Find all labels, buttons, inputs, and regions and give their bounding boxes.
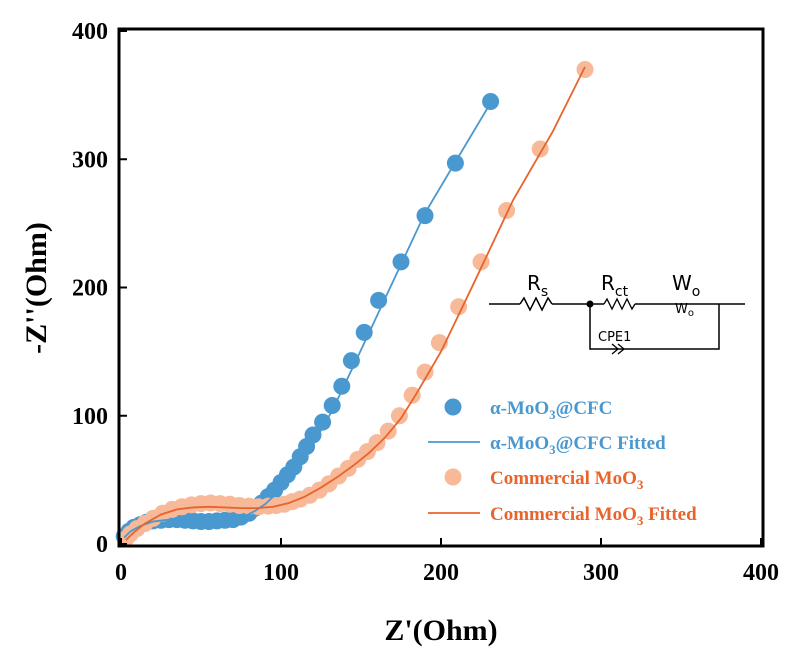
legend-label: α-MoO3@CFC Fitted [490, 433, 666, 457]
data-point [450, 298, 468, 316]
series-layer [115, 60, 594, 548]
data-point [304, 426, 322, 444]
y-tick-label: 400 [72, 19, 108, 45]
data-point [416, 363, 434, 381]
legend-marker [444, 398, 462, 416]
x-axis-title: Z'(Ohm) [384, 614, 497, 647]
y-tick-label: 200 [72, 276, 108, 302]
x-tick-label: 100 [263, 560, 299, 586]
circuit-wire [589, 304, 720, 350]
data-point [416, 207, 434, 225]
data-point [403, 386, 421, 404]
legend-label: Commercial MoO3 [490, 468, 644, 492]
plot-frame [117, 27, 765, 548]
legend: α-MoO3@CFC α-MoO3@CFC Fitted Commercial … [428, 398, 697, 528]
x-tick-label: 200 [423, 560, 459, 586]
fitted-line [125, 66, 586, 541]
legend-label: Commercial MoO3 Fitted [490, 504, 697, 528]
data-point [576, 60, 594, 78]
data-point [342, 352, 360, 370]
x-tick-label: 400 [743, 560, 779, 586]
legend-marker [444, 468, 462, 486]
y-tick-label: 100 [72, 404, 108, 430]
y-axis-title: -Z''(Ohm) [20, 222, 53, 354]
cpe-element-icon [617, 343, 626, 355]
equivalent-circuit-inset: Rs Rct Wo Wo CPE1 [489, 271, 745, 355]
y-tick-label: 0 [96, 532, 108, 558]
axes-layer: 0 100 200 300 400 0 100 200 300 400 [72, 19, 779, 586]
data-point [314, 413, 332, 431]
data-point [392, 253, 410, 271]
x-tick-label: 0 [115, 560, 127, 586]
data-point [390, 407, 408, 425]
fitted-line [123, 99, 493, 539]
legend-label: α-MoO3@CFC [490, 398, 612, 422]
cpe-element-icon [611, 343, 620, 355]
data-point [368, 434, 386, 452]
y-tick-label: 300 [72, 147, 108, 173]
rct-label: Rct [601, 271, 629, 300]
x-tick-label: 300 [583, 560, 619, 586]
data-point [379, 422, 397, 440]
data-point [355, 323, 373, 341]
wo-element-label: Wo [675, 302, 694, 319]
resistor-rct-icon [603, 297, 636, 311]
cpe1-label: CPE1 [598, 330, 631, 345]
data-point [498, 202, 516, 220]
rs-label: Rs [527, 271, 548, 300]
wo-label: Wo [672, 271, 700, 300]
resistor-rs-icon [519, 296, 553, 312]
